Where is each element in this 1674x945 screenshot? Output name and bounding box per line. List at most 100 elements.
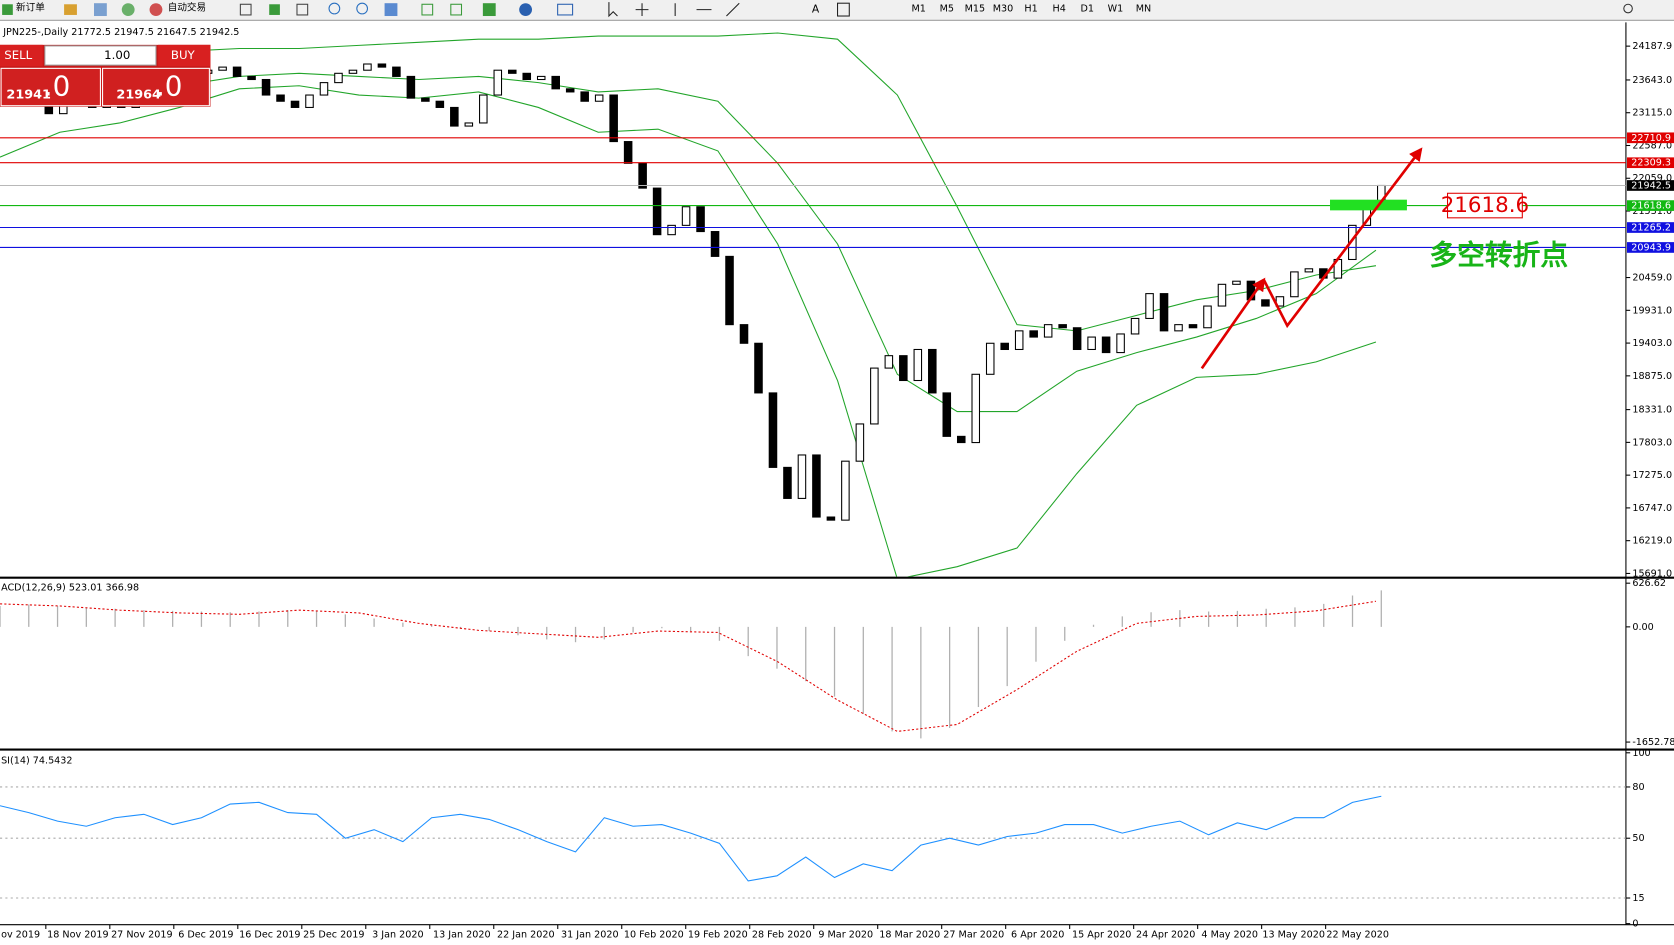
buy-label[interactable]: BUY — [171, 48, 196, 62]
x-tick-label: 28 Feb 2020 — [752, 929, 812, 940]
timeframe-button[interactable]: W1 — [1108, 4, 1124, 15]
x-tick-label: 27 Mar 2020 — [943, 929, 1004, 940]
y-tick-label: 0 — [1632, 919, 1638, 930]
candle — [812, 454, 821, 518]
sell-button[interactable] — [0, 44, 43, 67]
candle — [1188, 324, 1198, 329]
candle — [928, 348, 937, 394]
candle — [580, 91, 589, 102]
candle — [870, 367, 879, 425]
candle — [551, 75, 560, 90]
tool-icon[interactable] — [450, 3, 463, 16]
y-tick-label: 17275.0 — [1632, 470, 1672, 481]
label-tool[interactable] — [837, 2, 850, 17]
candle — [218, 66, 227, 71]
zoom-in-icon[interactable] — [328, 2, 341, 15]
toolbar-icon[interactable] — [121, 3, 135, 17]
candle — [884, 355, 894, 369]
rsi-line — [0, 795, 1382, 882]
tool-icon[interactable] — [384, 3, 398, 17]
line-tools[interactable] — [674, 2, 740, 17]
candle — [826, 516, 836, 521]
current-price-tag — [1626, 180, 1674, 191]
timeframe-button[interactable]: M15 — [965, 4, 986, 15]
cursor-icon[interactable] — [608, 2, 618, 18]
x-tick-label: ov 2019 — [1, 929, 40, 940]
crosshair-icon[interactable] — [635, 3, 649, 17]
lots-value[interactable]: 1.00 — [104, 48, 130, 62]
y-tick-label: 100 — [1632, 748, 1650, 759]
rsi-header: SI(14) 74.5432 — [1, 755, 72, 766]
toolbar-icon[interactable] — [64, 4, 77, 15]
candle — [841, 460, 850, 521]
candle — [1058, 324, 1067, 329]
candle — [261, 78, 271, 96]
level-tag — [1626, 200, 1674, 211]
bid-price[interactable]: 21941 — [6, 88, 51, 103]
periods-icon[interactable] — [519, 3, 533, 17]
y-tick-label: 20459.0 — [1632, 273, 1672, 284]
y-tick-label: 15691.0 — [1632, 568, 1672, 579]
zoom-out-icon[interactable] — [356, 2, 369, 15]
candle — [232, 66, 242, 77]
bollinger-middle — [0, 72, 1377, 413]
ask-price[interactable]: 21964 — [116, 88, 161, 103]
candle — [1348, 224, 1357, 261]
candle — [1014, 330, 1024, 351]
candle — [768, 392, 778, 468]
sell-label[interactable]: SELL — [4, 48, 32, 62]
lots-input[interactable] — [44, 45, 157, 66]
timeframe-button[interactable]: H1 — [1024, 4, 1037, 15]
timeframe-button[interactable]: M1 — [912, 4, 926, 15]
annotation-text: 多空转折点 — [1429, 238, 1568, 271]
candle — [406, 75, 416, 99]
candle — [464, 122, 474, 127]
candle — [1116, 333, 1125, 354]
candle — [609, 94, 618, 143]
candle — [956, 435, 966, 444]
toolbar-icon[interactable] — [94, 3, 107, 17]
bid-fraction[interactable]: .0 — [44, 70, 70, 103]
timeframe-button[interactable]: M30 — [993, 4, 1014, 15]
tool-icon[interactable] — [421, 3, 434, 16]
candle — [392, 66, 401, 77]
new-order-button[interactable]: 新订单 — [16, 1, 45, 13]
ask-fraction[interactable]: .0 — [156, 70, 182, 103]
timeframe-button[interactable]: H4 — [1053, 4, 1066, 15]
current-price-label: 21942.5 — [1631, 180, 1671, 191]
timeframe-button[interactable]: M5 — [940, 4, 954, 15]
y-tick-label: 80 — [1632, 782, 1644, 793]
timeframe-button[interactable]: D1 — [1081, 4, 1095, 15]
y-tick-label: 626.62 — [1632, 578, 1666, 589]
candle — [247, 75, 256, 81]
y-tick-label: 23115.0 — [1632, 108, 1672, 119]
candle — [421, 97, 430, 102]
tool-icon[interactable] — [269, 4, 280, 15]
text-tool[interactable]: A — [812, 3, 820, 16]
x-tick-label: 13 Jan 2020 — [433, 929, 491, 940]
candle — [971, 373, 981, 444]
tool-icon[interactable] — [239, 3, 252, 16]
buy-price[interactable] — [102, 67, 210, 107]
sell-price[interactable] — [0, 67, 101, 107]
candle — [450, 106, 459, 127]
timeframe-button[interactable]: MN — [1136, 4, 1151, 15]
arrow — [1262, 147, 1423, 329]
x-tick-label: 22 Jan 2020 — [497, 929, 555, 940]
candle — [348, 69, 358, 74]
tool-icon[interactable] — [296, 3, 309, 16]
indicators-icon[interactable] — [482, 3, 496, 17]
candle — [1145, 293, 1154, 319]
auto-trading-icon[interactable] — [149, 3, 163, 17]
level-tag-label: 21265.2 — [1631, 223, 1671, 234]
templates-icon[interactable] — [557, 3, 574, 16]
y-tick-label: 19403.0 — [1632, 338, 1672, 349]
y-tick-label: 17803.0 — [1632, 437, 1672, 448]
annotations: 21618.6 多空转折点 — [1200, 147, 1568, 370]
timeframe-bar: M1 M5 M15 M30 H1 H4 D1 W1 MN — [912, 4, 1152, 15]
buy-button[interactable] — [158, 44, 211, 67]
candle — [1261, 299, 1270, 307]
auto-trading-button[interactable]: 自动交易 — [168, 1, 206, 13]
new-order-icon[interactable] — [2, 4, 13, 15]
search-icon[interactable] — [1623, 3, 1633, 14]
